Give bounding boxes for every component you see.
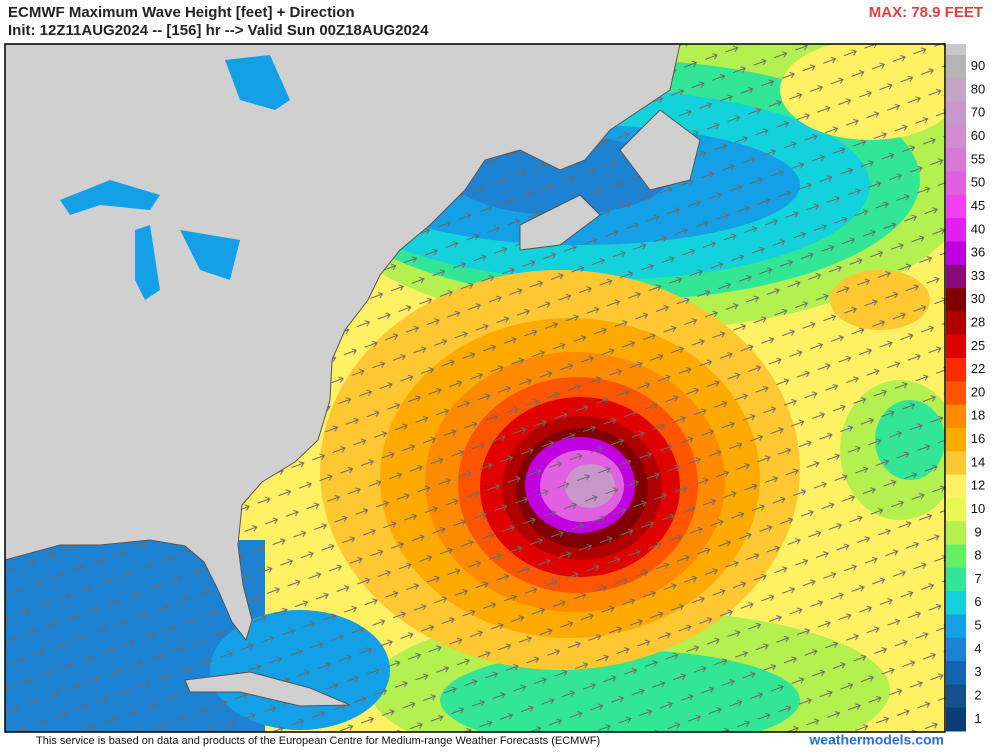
legend-swatch (946, 381, 966, 406)
legend-swatch (946, 707, 966, 732)
legend-swatch (946, 521, 966, 546)
legend-label: 8 (974, 548, 981, 563)
legend-label: 36 (971, 245, 985, 260)
legend-label: 80 (971, 81, 985, 96)
legend-swatch (946, 55, 966, 79)
legend-swatch (946, 241, 966, 266)
legend-swatch (946, 684, 966, 709)
legend-swatch (946, 194, 966, 219)
map (5, 44, 945, 732)
legend-label: 60 (971, 128, 985, 143)
title: ECMWF Maximum Wave Height [feet] + Direc… (8, 4, 355, 21)
subtitle: Init: 12Z11AUG2024 -- [156] hr --> Valid… (8, 22, 429, 39)
legend-swatch (946, 288, 966, 312)
legend-swatch (946, 358, 966, 382)
site-link[interactable]: weathermodels.com (808, 732, 944, 748)
legend-swatch (946, 311, 966, 336)
legend-label: 5 (974, 618, 981, 633)
legend-swatch (946, 78, 966, 103)
legend-label: 2 (974, 687, 981, 702)
legend-swatch (946, 637, 966, 662)
legend-swatch (946, 614, 966, 639)
legend-label: 90 (971, 58, 985, 73)
map-frame (4, 43, 946, 733)
legend-label: 9 (974, 524, 981, 539)
legend-label: 10 (971, 501, 985, 516)
land (519, 194, 601, 251)
legend-swatch (946, 124, 966, 149)
legend-label: 40 (971, 221, 985, 236)
land (184, 671, 351, 707)
legend-label: 16 (971, 431, 985, 446)
legend-label: 33 (971, 268, 985, 283)
lake (135, 225, 160, 300)
legend-swatch (946, 218, 966, 242)
land (5, 44, 681, 642)
legend-swatch (946, 427, 966, 452)
legend-swatch (946, 591, 966, 615)
legend-swatch (946, 101, 966, 126)
legend-swatch (946, 497, 966, 522)
legend-label: 4 (974, 641, 981, 656)
legend-label: 6 (974, 594, 981, 609)
land (619, 109, 701, 191)
legend-swatch (946, 474, 966, 499)
legend-swatch (946, 451, 966, 476)
legend-swatch (946, 148, 966, 173)
legend-swatch (946, 544, 966, 569)
legend-label: 55 (971, 151, 985, 166)
legend-swatch (946, 334, 966, 359)
legend-label: 18 (971, 408, 985, 423)
legend-label: 1 (974, 711, 981, 726)
legend-label: 70 (971, 105, 985, 120)
legend-label: 45 (971, 198, 985, 213)
lake (60, 180, 160, 215)
legend-swatch (946, 171, 966, 196)
legend-swatch (946, 567, 966, 592)
legend-swatch (946, 661, 966, 685)
credit: This service is based on data and produc… (36, 735, 600, 747)
legend-label: 30 (971, 291, 985, 306)
legend-label: 14 (971, 454, 985, 469)
legend-label: 20 (971, 384, 985, 399)
legend-label: 12 (971, 478, 985, 493)
lake (180, 230, 240, 280)
legend-label: 7 (974, 571, 981, 586)
legend-swatch (946, 264, 966, 289)
bay (225, 55, 290, 110)
legend-label: 22 (971, 361, 985, 376)
legend-label: 3 (974, 664, 981, 679)
color-legend: 9080706055504540363330282522201816141210… (946, 44, 985, 732)
legend-label: 28 (971, 315, 985, 330)
legend-label: 25 (971, 338, 985, 353)
legend-swatch (946, 404, 966, 429)
legend-cap (946, 44, 966, 55)
max-label: MAX: 78.9 FEET (869, 4, 983, 21)
legend-label: 50 (971, 175, 985, 190)
